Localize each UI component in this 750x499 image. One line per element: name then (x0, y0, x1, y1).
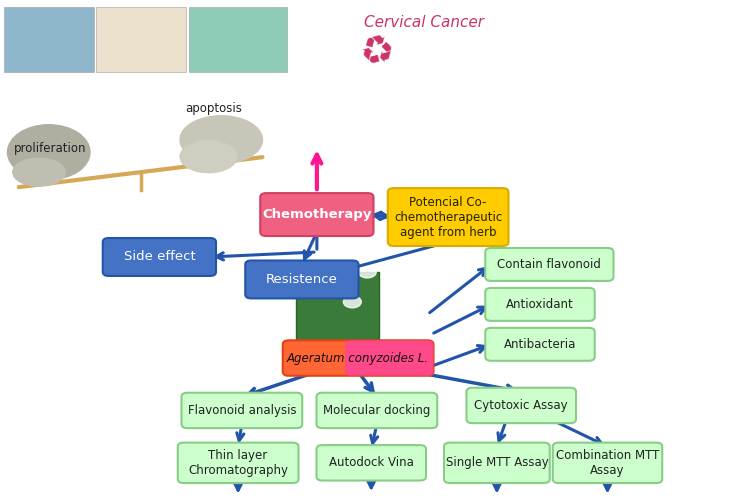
Ellipse shape (180, 116, 262, 164)
Text: Potencial Co-
chemotherapeutic
agent from herb: Potencial Co- chemotherapeutic agent fro… (394, 196, 502, 239)
FancyBboxPatch shape (485, 248, 614, 281)
Text: Molecular docking: Molecular docking (323, 404, 430, 417)
Text: Antibacteria: Antibacteria (504, 338, 576, 351)
FancyBboxPatch shape (182, 393, 302, 428)
Text: Cervical Cancer: Cervical Cancer (364, 15, 484, 30)
Ellipse shape (8, 125, 90, 180)
FancyBboxPatch shape (96, 7, 186, 72)
FancyBboxPatch shape (466, 388, 576, 423)
FancyBboxPatch shape (388, 188, 508, 246)
Text: Contain flavonoid: Contain flavonoid (497, 258, 602, 271)
Text: Combination MTT
Assay: Combination MTT Assay (556, 449, 659, 477)
Circle shape (344, 296, 362, 308)
Text: Side effect: Side effect (124, 250, 195, 263)
Text: Resistence: Resistence (266, 273, 338, 286)
Text: apoptosis: apoptosis (185, 102, 242, 115)
Text: Thin layer
Chromatography: Thin layer Chromatography (188, 449, 288, 477)
FancyBboxPatch shape (485, 288, 595, 321)
Ellipse shape (180, 141, 237, 173)
Circle shape (358, 266, 376, 278)
FancyBboxPatch shape (4, 7, 94, 72)
Text: Chemotherapy: Chemotherapy (262, 208, 371, 221)
FancyBboxPatch shape (444, 443, 550, 483)
Text: Antioxidant: Antioxidant (506, 298, 574, 311)
Text: Single MTT Assay: Single MTT Assay (446, 456, 548, 470)
FancyBboxPatch shape (283, 340, 434, 376)
Text: Autodock Vina: Autodock Vina (328, 456, 414, 470)
FancyBboxPatch shape (178, 443, 298, 483)
Text: ♻: ♻ (356, 29, 399, 75)
Text: Cytotoxic Assay: Cytotoxic Assay (475, 399, 568, 412)
FancyBboxPatch shape (296, 272, 379, 342)
Ellipse shape (13, 158, 65, 186)
FancyBboxPatch shape (316, 445, 426, 481)
FancyBboxPatch shape (345, 340, 433, 376)
Circle shape (321, 261, 339, 273)
Text: Ageratum conyzoides L.: Ageratum conyzoides L. (287, 351, 429, 365)
FancyBboxPatch shape (103, 238, 216, 276)
Text: proliferation: proliferation (13, 142, 86, 155)
Text: Flavonoid analysis: Flavonoid analysis (188, 404, 296, 417)
FancyBboxPatch shape (189, 7, 286, 72)
FancyBboxPatch shape (485, 328, 595, 361)
FancyBboxPatch shape (553, 443, 662, 483)
FancyBboxPatch shape (260, 193, 374, 236)
Circle shape (306, 281, 324, 293)
FancyBboxPatch shape (316, 393, 437, 428)
FancyBboxPatch shape (245, 260, 358, 298)
